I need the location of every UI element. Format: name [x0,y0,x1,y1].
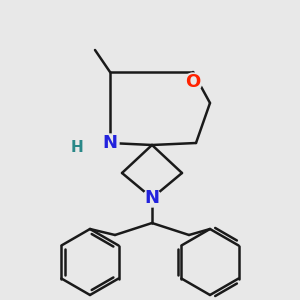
Circle shape [184,73,202,91]
Text: H: H [70,140,83,154]
Text: N: N [103,134,118,152]
Circle shape [143,189,161,207]
Circle shape [101,134,119,152]
Text: O: O [185,73,201,91]
Text: N: N [145,189,160,207]
Circle shape [70,140,84,154]
